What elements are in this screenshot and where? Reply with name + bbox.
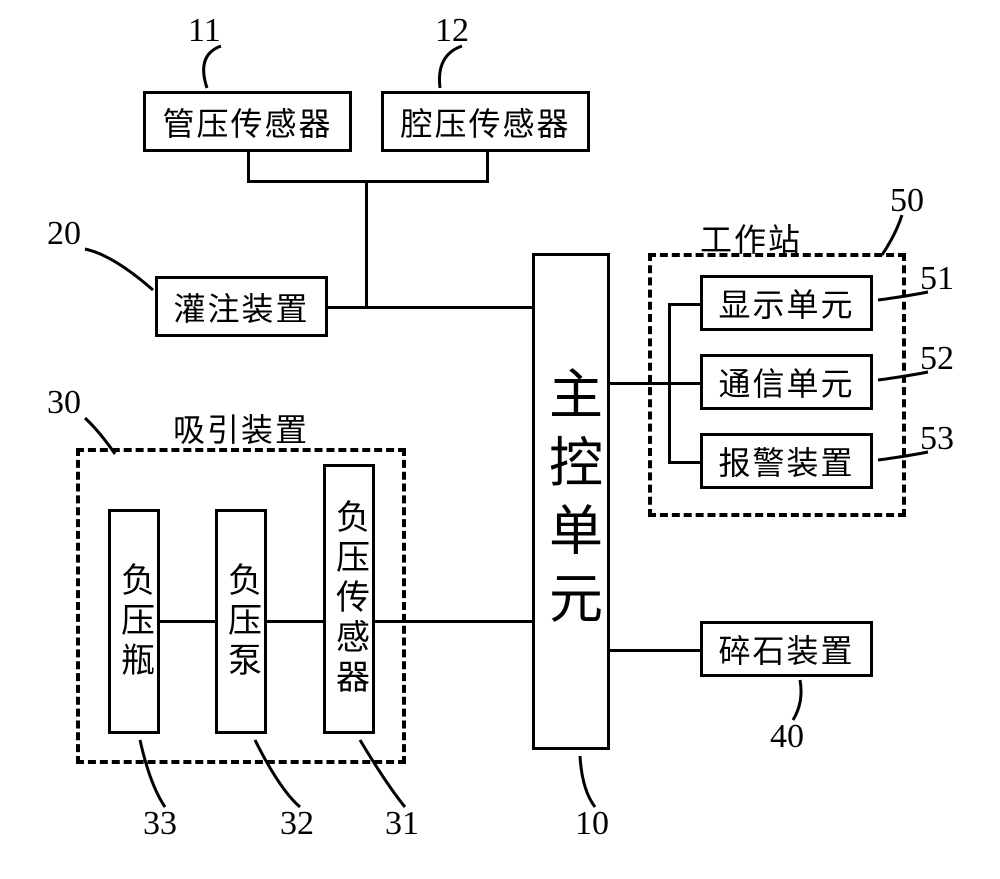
- edge: [365, 180, 368, 309]
- label: 主控单元: [532, 366, 611, 638]
- callout-10: 10: [575, 805, 609, 843]
- label: 管压传感器: [162, 99, 332, 145]
- node-perfusion-device: 灌注装置: [155, 276, 328, 337]
- label: 灌注装置: [173, 284, 309, 330]
- node-vacuum-pump: 负压泵: [215, 509, 267, 734]
- label: 通信单元: [718, 359, 854, 405]
- callout-51: 51: [920, 260, 954, 298]
- callout-11: 11: [188, 12, 221, 50]
- node-alarm-device: 报警装置: [700, 433, 873, 489]
- callout-32: 32: [280, 805, 314, 843]
- label: 负压泵: [217, 562, 266, 682]
- label: 腔压传感器: [400, 99, 570, 145]
- diagram-root: { "colors":{ "background":"#f0f0f0", "pa…: [0, 0, 1000, 879]
- node-comm-unit: 通信单元: [700, 354, 873, 410]
- edge: [247, 152, 250, 183]
- callout-33: 33: [143, 805, 177, 843]
- edge: [610, 649, 703, 652]
- callout-30: 30: [47, 384, 81, 422]
- node-tube-pressure-sensor: 管压传感器: [143, 91, 352, 152]
- callout-50: 50: [890, 182, 924, 220]
- edge: [328, 306, 535, 309]
- node-vacuum-bottle: 负压瓶: [108, 509, 160, 734]
- group-suction-label: 吸引装置: [173, 405, 309, 451]
- callout-53: 53: [920, 420, 954, 458]
- node-vacuum-sensor: 负压传感器: [323, 464, 375, 734]
- callout-12: 12: [435, 12, 469, 50]
- label: 碎石装置: [718, 626, 854, 672]
- label: 负压瓶: [110, 562, 159, 682]
- node-display-unit: 显示单元: [700, 275, 873, 331]
- edge: [486, 152, 489, 183]
- group-workstation-label: 工作站: [700, 215, 802, 261]
- node-lithotripsy-device: 碎石装置: [700, 621, 873, 677]
- callout-40: 40: [770, 718, 804, 756]
- node-main-controller: 主控单元: [532, 253, 610, 750]
- node-cavity-pressure-sensor: 腔压传感器: [381, 91, 590, 152]
- label: 显示单元: [718, 280, 854, 326]
- edge: [247, 180, 489, 183]
- callout-52: 52: [920, 340, 954, 378]
- label: 报警装置: [718, 438, 854, 484]
- callout-31: 31: [385, 805, 419, 843]
- label: 负压传感器: [325, 499, 374, 699]
- callout-20: 20: [47, 215, 81, 253]
